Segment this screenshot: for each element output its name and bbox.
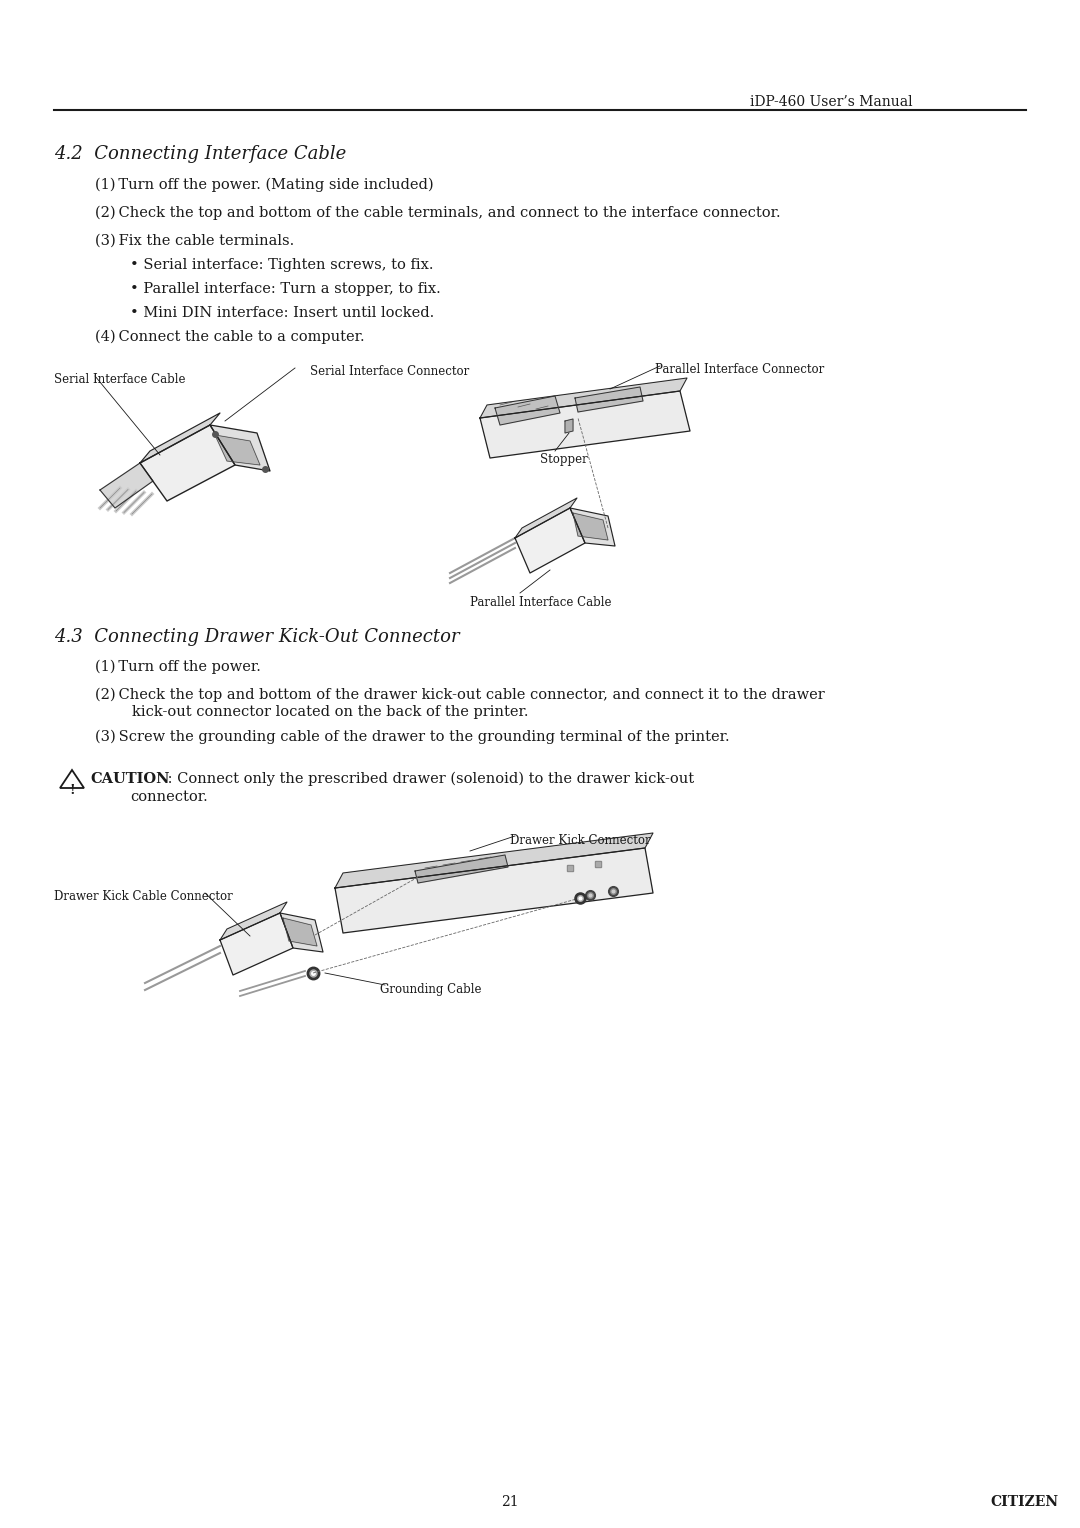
Text: connector.: connector. (130, 790, 207, 804)
Polygon shape (220, 914, 293, 975)
Polygon shape (280, 914, 323, 952)
Polygon shape (335, 848, 653, 934)
Text: : Connect only the prescribed drawer (solenoid) to the drawer kick-out: : Connect only the prescribed drawer (so… (163, 772, 694, 787)
Text: Stopper: Stopper (540, 452, 588, 466)
Polygon shape (215, 435, 260, 465)
Text: Serial Interface Cable: Serial Interface Cable (54, 373, 186, 387)
Polygon shape (335, 833, 653, 888)
Text: Parallel Interface Cable: Parallel Interface Cable (470, 596, 611, 610)
Text: Drawer Kick Cable Connector: Drawer Kick Cable Connector (54, 889, 233, 903)
Polygon shape (140, 425, 235, 501)
Text: 4.2  Connecting Interface Cable: 4.2 Connecting Interface Cable (54, 145, 347, 163)
Text: Serial Interface Connector: Serial Interface Connector (310, 365, 469, 377)
Text: 21: 21 (501, 1494, 518, 1510)
Polygon shape (100, 463, 153, 507)
Text: • Serial interface: Tighten screws, to fix.: • Serial interface: Tighten screws, to f… (130, 258, 433, 272)
Polygon shape (495, 396, 561, 425)
Text: (4) Connect the cable to a computer.: (4) Connect the cable to a computer. (95, 330, 365, 344)
Polygon shape (480, 391, 690, 458)
Polygon shape (140, 413, 220, 463)
Polygon shape (573, 513, 608, 539)
Text: 4.3  Connecting Drawer Kick-Out Connector: 4.3 Connecting Drawer Kick-Out Connector (54, 628, 460, 646)
Text: (3) Fix the cable terminals.: (3) Fix the cable terminals. (95, 234, 294, 248)
Polygon shape (575, 387, 643, 413)
Text: (1) Turn off the power. (Mating side included): (1) Turn off the power. (Mating side inc… (95, 177, 434, 193)
Text: CITIZEN: CITIZEN (990, 1494, 1058, 1510)
Polygon shape (220, 902, 287, 940)
Text: (2) Check the top and bottom of the cable terminals, and connect to the interfac: (2) Check the top and bottom of the cabl… (95, 206, 781, 220)
Polygon shape (565, 419, 573, 432)
Text: Grounding Cable: Grounding Cable (380, 983, 482, 996)
Polygon shape (570, 507, 615, 545)
Polygon shape (515, 498, 577, 538)
Text: iDP-460 User’s Manual: iDP-460 User’s Manual (750, 95, 913, 108)
Polygon shape (515, 507, 585, 573)
Text: (3) Screw the grounding cable of the drawer to the grounding terminal of the pri: (3) Screw the grounding cable of the dra… (95, 730, 730, 744)
Text: (2) Check the top and bottom of the drawer kick-out cable connector, and connect: (2) Check the top and bottom of the draw… (95, 688, 825, 718)
Text: CAUTION: CAUTION (90, 772, 170, 785)
Polygon shape (415, 856, 508, 883)
Text: Drawer Kick Connector: Drawer Kick Connector (510, 834, 650, 847)
Polygon shape (283, 918, 318, 946)
Text: (1) Turn off the power.: (1) Turn off the power. (95, 660, 261, 674)
Text: !: ! (69, 784, 75, 798)
Polygon shape (210, 425, 270, 471)
Text: • Parallel interface: Turn a stopper, to fix.: • Parallel interface: Turn a stopper, to… (130, 283, 441, 296)
Polygon shape (480, 377, 687, 419)
Text: Parallel Interface Connector: Parallel Interface Connector (654, 364, 824, 376)
Text: • Mini DIN interface: Insert until locked.: • Mini DIN interface: Insert until locke… (130, 306, 434, 319)
